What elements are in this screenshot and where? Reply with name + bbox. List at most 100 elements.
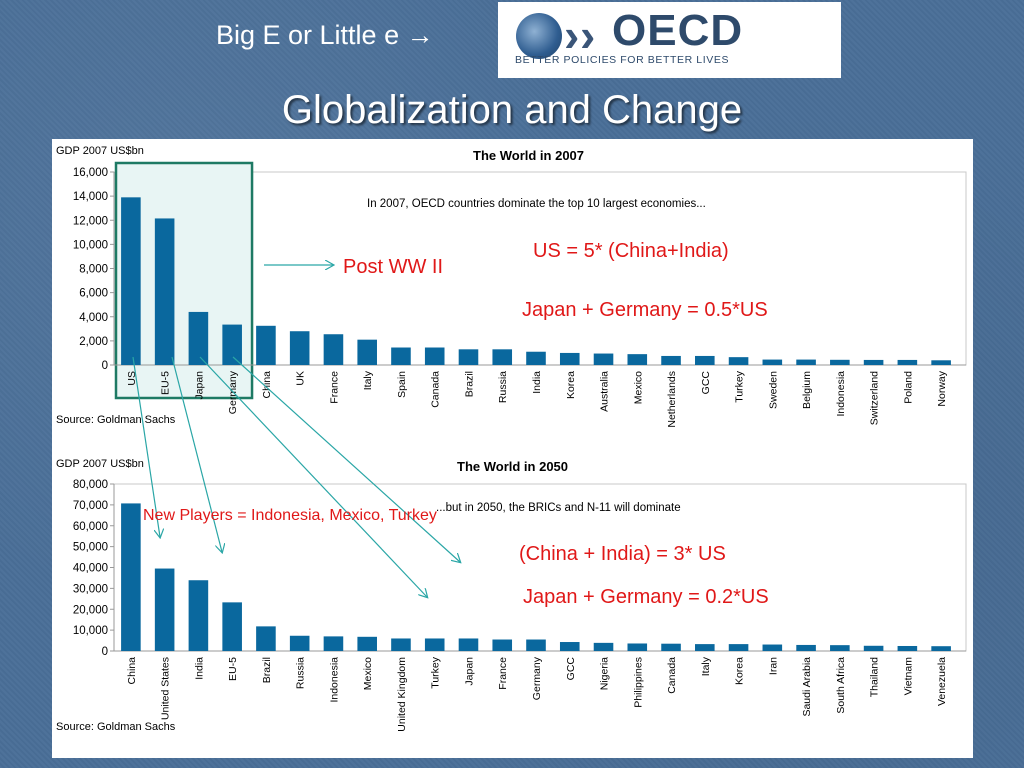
bar-japan	[188, 311, 209, 365]
logo-tagline: BETTER POLICIES FOR BETTER LIVES	[515, 54, 730, 66]
chart2-category-label: Mexico	[362, 657, 374, 690]
bar-nigeria	[593, 642, 614, 651]
chart1-category-label: Spain	[396, 371, 408, 398]
bar-thailand	[863, 645, 884, 651]
chart1-ytick-label: 6,000	[79, 288, 108, 300]
logo-name: OECD	[612, 6, 744, 55]
chart1-category-label: Belgium	[801, 371, 813, 409]
bar-venezuela	[931, 646, 951, 651]
bar-germany	[222, 324, 242, 365]
bar-italy	[695, 644, 715, 651]
chart1-source: Source: Goldman Sachs	[56, 414, 176, 426]
chart1-ylabel: GDP 2007 US$bn	[56, 145, 144, 157]
bar-philippines	[627, 643, 648, 651]
chart2-ytick-label: 40,000	[73, 563, 108, 575]
chart1-category-label: Mexico	[632, 371, 644, 404]
bar-gcc	[559, 642, 580, 651]
chevron-icon: ›	[580, 9, 596, 61]
chart1-ytick-label: 16,000	[73, 167, 108, 179]
chart2-ytick-label: 0	[102, 646, 108, 658]
bar-eu-5	[154, 218, 175, 365]
chart1-category-label: GCC	[700, 371, 712, 395]
chart2-category-label: South Africa	[835, 657, 847, 714]
chart2-category-label: India	[193, 657, 205, 680]
chart2-category-label: China	[126, 657, 138, 685]
chart2-category-label: Thailand	[869, 657, 881, 697]
chart2-category-label: Italy	[700, 656, 712, 676]
chart2-category-label: Philippines	[632, 657, 644, 708]
chart2-category-label: Korea	[734, 657, 746, 685]
chart1-title: The World in 2007	[473, 148, 584, 163]
annotation-post-ww2: Post WW II	[343, 256, 443, 278]
chart2-category-label: Iran	[767, 657, 779, 675]
oecd-logo: › › OECD BETTER POLICIES FOR BETTER LIVE…	[498, 2, 841, 78]
chart1-category-label: Brazil	[463, 371, 475, 397]
bar-brazil	[458, 349, 479, 365]
bar-brazil	[256, 626, 276, 651]
annotation-china-india-2050: (China + India) = 3* US	[519, 543, 726, 565]
bar-china	[121, 503, 141, 651]
chart1-category-label: Korea	[565, 371, 577, 399]
chart1-ytick-label: 14,000	[73, 191, 108, 203]
bar-sweden	[762, 359, 783, 365]
chart2-category-label: Indonesia	[328, 657, 340, 703]
bar-united-states	[154, 568, 175, 651]
bar-germany	[526, 639, 546, 651]
chart1-ytick-label: 12,000	[73, 215, 108, 227]
chevron-icon: ›	[564, 9, 580, 61]
chart1-category-label: Netherlands	[666, 371, 678, 428]
chart2-ylabel: GDP 2007 US$bn	[56, 458, 144, 470]
chart1-ytick-label: 4,000	[79, 312, 108, 324]
bar-mexico	[627, 354, 648, 365]
chart1-category-label: China	[261, 371, 273, 399]
chart2-ytick-label: 30,000	[73, 583, 108, 595]
chart2-title: The World in 2050	[457, 459, 568, 474]
bar-uk	[289, 331, 310, 365]
chart2-category-label: United Kingdom	[396, 657, 408, 732]
bar-poland	[897, 359, 918, 365]
bar-france	[492, 639, 513, 651]
bar-turkey	[728, 357, 749, 365]
annotation-new-players: New Players = Indonesia, Mexico, Turkey	[143, 507, 437, 524]
bar-south-africa	[830, 645, 850, 651]
bar-indonesia	[323, 636, 344, 651]
bar-korea	[728, 644, 749, 651]
chart1-category-label: Australia	[599, 371, 611, 412]
globe-icon	[516, 13, 562, 59]
chart2-ytick-label: 10,000	[73, 625, 108, 637]
bar-spain	[391, 347, 411, 365]
bar-norway	[931, 360, 951, 365]
chart2-subtitle: ...but in 2050, the BRICs and N-11 will …	[436, 502, 681, 514]
chart2-ytick-label: 60,000	[73, 521, 108, 533]
chart1-category-label: Norway	[936, 370, 948, 406]
chart2-ytick-label: 70,000	[73, 500, 108, 512]
chart2-category-label: GCC	[565, 657, 577, 681]
bar-iran	[762, 644, 783, 651]
chart2-category-label: Germany	[531, 656, 543, 700]
chart1-category-label: France	[328, 371, 340, 404]
bar-saudi-arabia	[796, 644, 816, 651]
bar-canada	[424, 347, 445, 365]
chart2-category-label: Saudi Arabia	[801, 657, 813, 717]
chart1-category-label: Italy	[362, 370, 374, 390]
chart2-category-label: Brazil	[261, 657, 273, 683]
annotation-us-ratio: US = 5* (China+India)	[533, 240, 729, 262]
chart2-source: Source: Goldman Sachs	[56, 721, 176, 733]
chart1-category-label: Sweden	[767, 371, 779, 409]
chart1-ytick-label: 2,000	[79, 336, 108, 348]
chart1-category-label: Germany	[227, 370, 239, 414]
annotation-japan-germany-2050: Japan + Germany = 0.2*US	[523, 586, 769, 608]
bar-gcc	[695, 355, 715, 365]
chart1-category-label: Indonesia	[835, 371, 847, 417]
bar-netherlands	[661, 355, 681, 365]
charts-panel: GDP 2007 US$bn The World in 2007 0 2,000 4,0…	[52, 139, 973, 758]
bar-canada	[661, 643, 681, 651]
chart1-category-label: EU-5	[160, 371, 172, 395]
bar-turkey	[424, 638, 445, 651]
chart1-category-label: UK	[295, 371, 307, 386]
chart1-category-label: Poland	[902, 371, 914, 404]
chart2-category-label: Canada	[666, 657, 678, 694]
chart1-category-label: India	[531, 371, 543, 394]
bar-switzerland	[863, 359, 884, 365]
chart2-ytick-label: 20,000	[73, 604, 108, 616]
